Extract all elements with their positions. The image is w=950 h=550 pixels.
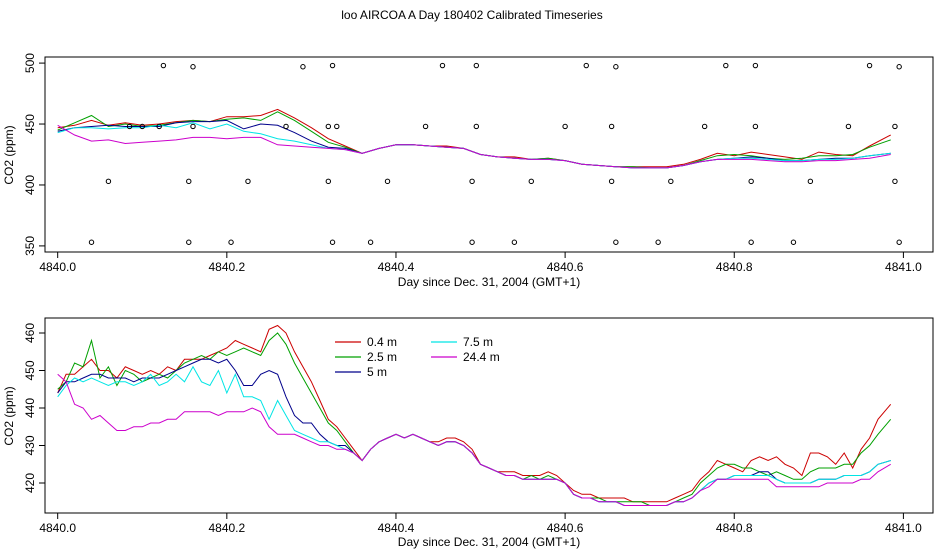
top-y-tick-label: 450 bbox=[23, 114, 37, 134]
bottom-plot-frame bbox=[44, 317, 934, 514]
top-data-point bbox=[190, 64, 196, 70]
top-data-point bbox=[367, 239, 374, 245]
top-data-point bbox=[105, 178, 112, 185]
legend-label-s244: 24.4 m bbox=[463, 350, 500, 364]
top-data-point bbox=[190, 123, 196, 130]
top-data-point bbox=[329, 62, 336, 69]
top-data-point bbox=[422, 123, 429, 130]
top-data-point bbox=[126, 123, 133, 130]
top-y-tick-label: 400 bbox=[23, 175, 37, 195]
bottom-y-tick-label: 450 bbox=[23, 360, 37, 380]
bottom-series-line-s75 bbox=[57, 365, 891, 506]
top-data-point bbox=[790, 239, 797, 245]
top-data-point bbox=[334, 123, 340, 130]
page-title: loo AIRCOA A Day 180402 Calibrated Times… bbox=[341, 8, 602, 22]
legend-label-s5: 5 m bbox=[367, 365, 387, 379]
bottom-x-tick-label: 4840.8 bbox=[716, 521, 753, 535]
top-x-axis-label: Day since Dec. 31, 2004 (GMT+1) bbox=[398, 275, 580, 289]
bottom-x-tick-label: 4840.6 bbox=[547, 521, 584, 535]
top-data-point bbox=[866, 62, 873, 69]
top-data-point bbox=[300, 64, 306, 70]
top-data-point bbox=[511, 239, 518, 245]
legend-label-s25: 2.5 m bbox=[367, 350, 397, 364]
top-data-point bbox=[156, 123, 162, 130]
top-series-line-s244 bbox=[57, 124, 891, 169]
legend: 0.4 m2.5 m5 m 7.5 m24.4 m bbox=[335, 335, 500, 379]
top-data-point bbox=[613, 239, 619, 245]
top-x-tick-label: 4840.6 bbox=[547, 260, 584, 274]
bottom-series-line-s5 bbox=[57, 358, 891, 506]
bottom-y-tick-label: 420 bbox=[23, 473, 37, 493]
top-data-point bbox=[88, 239, 95, 245]
top-panel: 4840.0 4840.2 4840.4 4840.6 4840.8 4841.0 350 4… bbox=[2, 53, 934, 289]
top-x-tick-label: 4840.4 bbox=[378, 260, 415, 274]
top-y-axis-label: CO2 (ppm) bbox=[2, 125, 16, 184]
top-data-point bbox=[139, 123, 145, 130]
bottom-y-tick-label: 430 bbox=[23, 435, 37, 455]
top-data-point bbox=[896, 239, 902, 245]
bottom-x-tick-label: 4841.0 bbox=[885, 521, 922, 535]
top-data-point bbox=[608, 178, 615, 185]
bottom-y-tick-label: 460 bbox=[23, 323, 37, 343]
top-data-point bbox=[528, 178, 534, 185]
top-data-point bbox=[473, 62, 480, 69]
top-data-point bbox=[845, 123, 852, 130]
top-data-point bbox=[613, 64, 619, 70]
top-data-point bbox=[186, 239, 192, 245]
top-series-line-s75 bbox=[57, 122, 891, 169]
top-data-point bbox=[325, 123, 332, 130]
top-data-point bbox=[701, 123, 708, 130]
bottom-y-tick-label: 440 bbox=[23, 398, 37, 418]
top-x-tick-label: 4840.0 bbox=[39, 260, 76, 274]
bottom-x-axis-label: Day since Dec. 31, 2004 (GMT+1) bbox=[398, 535, 580, 549]
bottom-y-axis-label: CO2 (ppm) bbox=[2, 386, 16, 445]
bottom-series-line-s244 bbox=[57, 373, 891, 506]
top-data-point bbox=[748, 178, 754, 185]
top-data-point bbox=[608, 123, 615, 130]
top-data-point bbox=[892, 178, 898, 185]
top-data-point bbox=[892, 123, 898, 130]
top-x-tick-label: 4840.2 bbox=[208, 260, 245, 274]
top-data-point bbox=[469, 178, 475, 185]
top-data-point bbox=[384, 178, 391, 185]
top-data-point bbox=[439, 62, 446, 69]
top-y-tick-label: 500 bbox=[23, 53, 37, 73]
top-data-point bbox=[752, 123, 759, 130]
top-data-point bbox=[583, 62, 589, 69]
top-data-point bbox=[469, 239, 475, 245]
top-data-point bbox=[748, 239, 754, 245]
top-data-point bbox=[283, 123, 289, 130]
legend-label-s75: 7.5 m bbox=[463, 335, 493, 349]
top-data-point bbox=[807, 178, 814, 185]
top-data-point bbox=[228, 239, 234, 245]
top-y-tick-label: 350 bbox=[23, 236, 37, 256]
top-data-point bbox=[655, 239, 661, 245]
top-plot-frame bbox=[44, 56, 934, 253]
top-data-point bbox=[186, 178, 192, 185]
top-data-point bbox=[896, 64, 902, 70]
top-x-tick-label: 4841.0 bbox=[885, 260, 922, 274]
bottom-x-tick-label: 4840.4 bbox=[378, 521, 415, 535]
legend-label-s04: 0.4 m bbox=[367, 335, 397, 349]
bottom-x-tick-label: 4840.0 bbox=[39, 521, 76, 535]
top-data-point bbox=[160, 62, 167, 69]
top-x-tick-label: 4840.8 bbox=[716, 260, 753, 274]
bottom-panel: 4840.0 4840.2 4840.4 4840.6 4840.8 4841.0 420 4… bbox=[2, 317, 934, 549]
top-data-point bbox=[668, 178, 674, 185]
top-data-point bbox=[752, 62, 759, 69]
top-data-point bbox=[473, 123, 480, 130]
top-data-point bbox=[245, 178, 251, 185]
top-data-point bbox=[562, 123, 568, 130]
bottom-series-line-s04 bbox=[57, 324, 892, 503]
top-data-point bbox=[325, 178, 332, 185]
top-data-point bbox=[723, 62, 729, 69]
bottom-x-tick-label: 4840.2 bbox=[208, 521, 245, 535]
top-data-point bbox=[329, 239, 336, 245]
